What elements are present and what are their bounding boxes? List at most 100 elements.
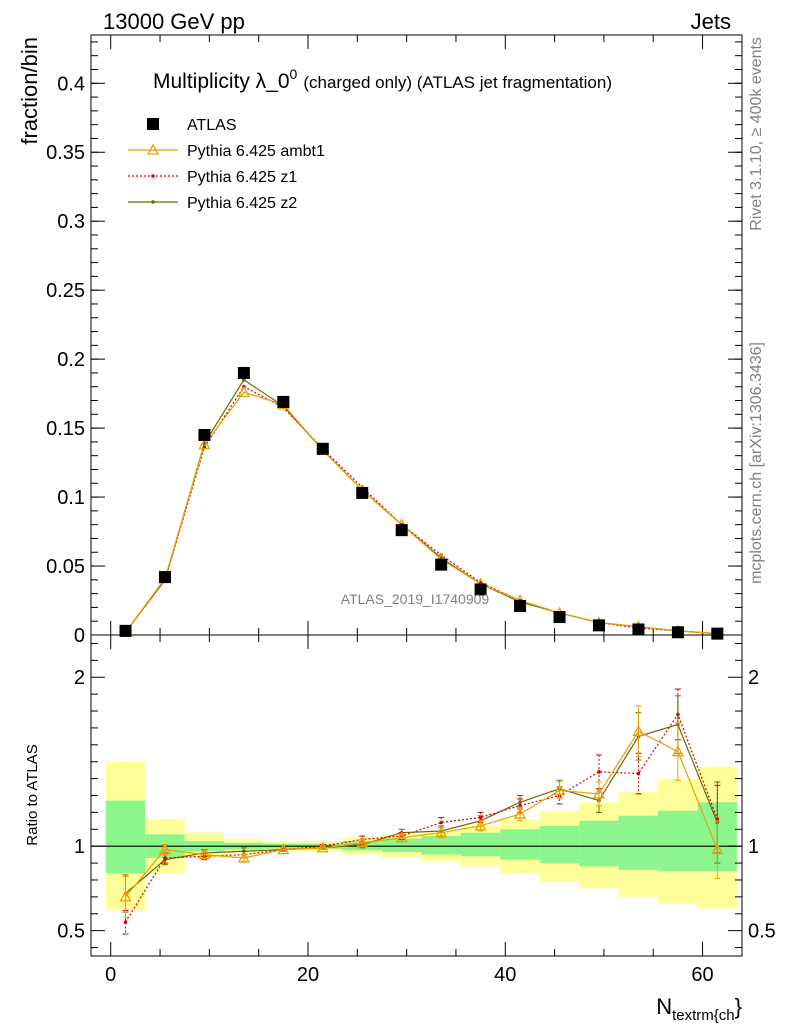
data-marker-square xyxy=(395,524,408,537)
data-marker-dot xyxy=(123,920,128,925)
data-marker-triangle xyxy=(277,843,290,855)
band-inner xyxy=(460,832,501,857)
data-marker-square xyxy=(147,118,159,130)
main-panel: 0 0.05 0.1 0.15 0.2 0.25 0.3 0.35 0.4 fraction/b… xyxy=(17,34,743,647)
ratio-ylabel: Ratio to ATLAS xyxy=(24,744,41,845)
data-marker-square xyxy=(474,583,487,596)
plot-title-main: Multiplicity λ_0 xyxy=(153,70,290,93)
ratio-axes: 0.5 0.51 12 20 20 40 60 xyxy=(57,635,776,986)
data-marker-square xyxy=(237,366,250,379)
ratio-ytick-label: 0.5 xyxy=(57,921,85,943)
band-inner xyxy=(539,825,580,864)
band-inner xyxy=(618,815,659,870)
data-marker-triangle xyxy=(553,784,566,796)
band-inner xyxy=(579,820,619,867)
data-marker-square xyxy=(435,558,448,571)
data-marker-square xyxy=(553,611,566,624)
plot-title-superscript: 0 xyxy=(290,66,298,82)
plot-title: Multiplicity λ_00 (charged only) (ATLAS j… xyxy=(153,66,612,93)
data-marker-dot xyxy=(439,820,443,825)
x-axis-label-sub: textrm{ch xyxy=(672,1007,735,1024)
data-marker-dot xyxy=(151,174,155,178)
data-marker-dot xyxy=(518,803,522,808)
data-marker-triangle xyxy=(198,438,211,450)
x-axis-label-end: } xyxy=(735,994,742,1019)
legend-label: ATLAS xyxy=(187,117,237,134)
data-marker-triangle xyxy=(711,843,724,855)
data-marker-square xyxy=(356,486,369,499)
data-marker-triangle xyxy=(671,745,684,757)
analysis-watermark: ATLAS_2019_I1740909 xyxy=(341,591,490,607)
main-ytick-label: 0.05 xyxy=(46,556,85,578)
main-ytick-label: 0.4 xyxy=(57,73,85,95)
data-marker-square xyxy=(316,442,329,455)
x-axis-label-main: N xyxy=(656,994,672,1019)
data-marker-triangle xyxy=(592,787,606,799)
data-marker-square xyxy=(592,619,605,632)
x-axis-label: Ntextrm{ch} xyxy=(656,994,742,1024)
data-marker-triangle xyxy=(237,385,250,397)
ratio-line xyxy=(125,723,718,894)
xtick-label: 40 xyxy=(494,964,516,986)
main-ytick-label: 0.15 xyxy=(46,418,85,440)
data-marker-triangle xyxy=(119,890,132,902)
ratio-ytick-label-right: 1 xyxy=(748,836,759,858)
main-ytick-label: 0.35 xyxy=(46,142,85,164)
band-inner xyxy=(421,836,461,855)
data-marker-triangle xyxy=(158,843,172,855)
ratio-ytick-label-right: 2 xyxy=(748,667,759,689)
xtick-label: 60 xyxy=(691,964,713,986)
data-marker-triangle xyxy=(237,851,250,863)
band-inner xyxy=(658,810,698,872)
main-series xyxy=(119,366,724,640)
legend-label: Pythia 6.425 z2 xyxy=(187,195,297,212)
main-ytick-label: 0 xyxy=(74,625,85,647)
data-marker-dot xyxy=(151,200,155,204)
main-ytick-label: 0.25 xyxy=(46,280,85,302)
series-line xyxy=(125,391,718,635)
legend: ATLAS Pythia 6.425 ambt1 Pythia 6.425 z1 Py… xyxy=(128,117,325,212)
data-marker-dot xyxy=(597,770,601,774)
ratio-ytick-label-right: 0.5 xyxy=(748,921,776,943)
data-marker-square xyxy=(158,571,171,584)
process-label: Jets xyxy=(691,9,731,34)
xtick-label: 0 xyxy=(105,964,116,986)
data-marker-triangle xyxy=(632,724,645,736)
plot-title-rest: (charged only) (ATLAS jet fragmentation) xyxy=(303,73,612,92)
main-ytick-label: 0.1 xyxy=(57,487,85,509)
ratio-ytick-label: 2 xyxy=(74,667,85,689)
energy-label: 13000 GeV pp xyxy=(103,9,245,34)
legend-label: Pythia 6.425 z1 xyxy=(187,169,297,186)
data-marker-triangle xyxy=(356,836,369,848)
data-marker-dot xyxy=(518,800,522,805)
ratio-ytick-label: 1 xyxy=(74,836,85,858)
data-marker-square xyxy=(711,627,724,640)
data-marker-square xyxy=(514,600,527,613)
main-ytick-label: 0.3 xyxy=(57,211,85,233)
band-inner xyxy=(105,800,146,874)
data-marker-triangle xyxy=(316,841,329,853)
data-marker-triangle xyxy=(146,143,160,155)
main-ytick-label: 0.2 xyxy=(57,349,85,371)
data-marker-dot xyxy=(715,817,720,821)
xtick-label: 20 xyxy=(297,964,319,986)
band-inner xyxy=(381,838,422,853)
rivet-label: Rivet 3.1.10, ≥ 400k events xyxy=(748,37,765,231)
data-marker-square xyxy=(119,624,132,637)
band-inner xyxy=(500,829,540,860)
data-marker-square xyxy=(277,395,290,408)
main-y-axis: 0 0.05 0.1 0.15 0.2 0.25 0.3 0.35 0.4 xyxy=(46,35,742,647)
data-marker-square xyxy=(632,623,645,636)
data-marker-triangle xyxy=(198,848,211,860)
data-marker-square xyxy=(671,626,684,639)
data-marker-dot xyxy=(163,856,167,860)
ratio-line xyxy=(125,730,718,898)
legend-label: Pythia 6.425 ambt1 xyxy=(187,143,325,160)
data-marker-dot xyxy=(676,712,680,717)
data-marker-square xyxy=(198,429,211,441)
mcplots-label: mcplots.cern.ch [arXiv:1306.3436] xyxy=(748,342,765,584)
data-marker-dot xyxy=(478,815,483,820)
data-marker-dot xyxy=(636,771,641,776)
data-marker-triangle xyxy=(435,826,448,838)
